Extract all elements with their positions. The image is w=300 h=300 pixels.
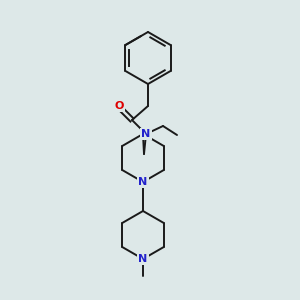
Text: N: N bbox=[141, 129, 151, 139]
Text: O: O bbox=[115, 101, 124, 111]
Text: N: N bbox=[138, 254, 148, 264]
Text: N: N bbox=[138, 177, 148, 187]
